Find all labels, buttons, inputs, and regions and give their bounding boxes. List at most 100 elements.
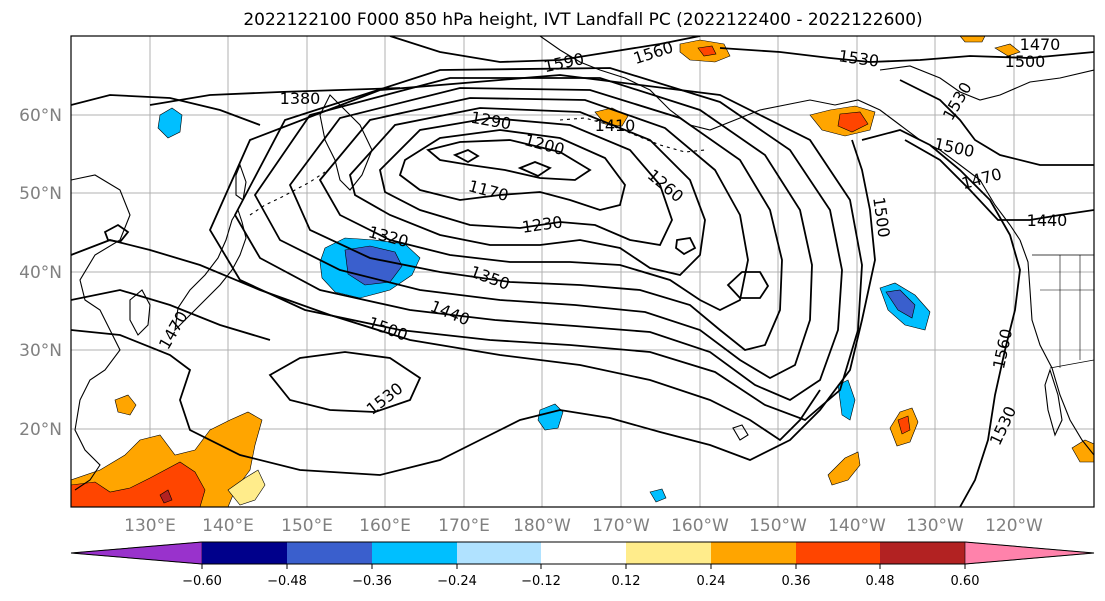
ivt-patch-mexico-hot [897, 415, 911, 435]
coastline-kamchatka [319, 94, 373, 191]
colorbar-seg-2 [287, 542, 372, 564]
colorbar-ticks [201, 564, 966, 569]
lon-label-180w: 180°W [513, 516, 571, 536]
coastline-arctic [879, 65, 1094, 101]
contour-1320 [253, 77, 813, 380]
lat-label-50n: 50°N [19, 184, 62, 204]
contour-eastern-pacific-2 [904, 139, 1094, 221]
longitude-labels: 130°E 140°E 150°E 160°E 170°E 180°W 170°… [124, 516, 1043, 536]
coastline-baja [1044, 368, 1063, 437]
colorbar-tick-label: −0.36 [352, 574, 392, 589]
lon-label-120w: 120°W [985, 516, 1043, 536]
contour-1470 [71, 289, 271, 341]
ivt-patch-asia-hot [71, 461, 206, 507]
contour-north-arc-1 [389, 36, 701, 63]
ivt-patch-hawaii-blue [837, 379, 856, 421]
colorbar-tick-label: −0.60 [182, 574, 222, 589]
latitude-labels: 60°N 50°N 40°N 30°N 20°N [19, 106, 62, 440]
contour-1500 [71, 139, 876, 476]
colorbar-tick-label: 0.60 [951, 574, 980, 589]
colorbar-seg-1 [202, 542, 287, 564]
ivt-patch-asia-yellow [227, 469, 266, 506]
colorbar: −0.60 −0.48 −0.36 −0.24 −0.12 0.12 0.24 … [70, 541, 1095, 589]
ivt-patch-120e-warm [114, 394, 137, 416]
lon-label-150e: 150°E [281, 516, 333, 536]
colorbar-tick-label: −0.12 [521, 574, 561, 589]
ivt-patch-ne-warm-2 [959, 36, 986, 43]
lat-label-20n: 20°N [19, 420, 62, 440]
contour-low-inner-1 [452, 149, 480, 164]
colorbar-seg-8 [796, 542, 880, 564]
lon-label-160w: 160°W [671, 516, 729, 536]
map-frame [70, 35, 1095, 508]
ivt-patch-asia-dark [159, 489, 173, 504]
contour-1500-north [71, 94, 261, 126]
contour-label-1410: 1410 [595, 116, 636, 135]
ivt-patch-nw-blue [157, 107, 183, 139]
contour-1380 [208, 74, 863, 422]
lon-label-170w: 170°W [592, 516, 650, 536]
colorbar-seg-0 [70, 541, 203, 565]
contour-1350 [233, 67, 843, 402]
contour-1170 [398, 129, 626, 211]
contour-small-ring-1 [726, 271, 770, 299]
colorbar-tick-label: 0.48 [866, 574, 895, 589]
colorbar-seg-4 [457, 542, 541, 564]
colorbar-seg-6 [626, 542, 711, 564]
ivt-patch-ca-medblue [885, 289, 916, 319]
border-us-states [1040, 255, 1094, 368]
contour-1290 [288, 87, 783, 351]
coastline-japan [174, 208, 247, 332]
contour-1230 [349, 107, 706, 276]
coastline-aleutians [559, 117, 706, 153]
contour-low-inner-2 [517, 161, 552, 178]
lon-label-130w: 130°W [906, 516, 964, 536]
ivt-patch-north-hot [697, 45, 717, 57]
contour-1440 [71, 239, 821, 442]
lon-label-160e: 160°E [359, 516, 411, 536]
ivt-patch-subtrop-warm [827, 451, 861, 486]
coastline-alaska [539, 36, 1021, 241]
lon-label-140w: 140°W [828, 516, 886, 536]
coastlines [71, 36, 1094, 491]
lon-label-130e: 130°E [124, 516, 176, 536]
height-contours [71, 36, 1094, 507]
contour-1380-west [149, 87, 401, 106]
contour-1530-south [268, 351, 422, 413]
map-panel: 1590 1560 1530 1470 1500 1380 1290 1410 … [70, 35, 1095, 508]
contour-small-ring-2 [675, 237, 697, 256]
contour-label-1470-north: 1470 [1020, 35, 1061, 54]
ivt-patch-ne-warm [994, 43, 1021, 57]
colorbar-seg-3 [372, 542, 457, 564]
colorbar-tick-label: 0.36 [782, 574, 811, 589]
colorbar-tick-label: 0.24 [697, 574, 726, 589]
contour-1260 [318, 97, 749, 312]
lat-label-40n: 40°N [19, 263, 62, 283]
colorbar-tick-label: −0.48 [267, 574, 307, 589]
coastline-asia [71, 174, 131, 491]
lat-label-30n: 30°N [19, 341, 62, 361]
contour-label-1440-east: 1440 [1027, 211, 1068, 230]
contour-label-1380: 1380 [280, 89, 321, 108]
contour-north-arc-2 [719, 47, 1094, 63]
border-us-mexico [1049, 359, 1094, 369]
lat-label-60n: 60°N [19, 106, 62, 126]
coastline-west-us [1019, 239, 1094, 456]
coastline-korea [129, 289, 151, 336]
lon-label-150w: 150°W [749, 516, 807, 536]
colorbar-seg-10 [964, 541, 1095, 565]
contour-small-ring-3 [103, 223, 130, 243]
coastline-sakhalin [235, 163, 247, 201]
gridlines [71, 36, 1094, 507]
contour-label-1500-north: 1500 [1005, 52, 1046, 71]
figure-title: 2022122100 F000 850 hPa height, IVT Land… [243, 10, 922, 30]
colorbar-seg-5 [541, 542, 626, 564]
lon-label-140e: 140°E [202, 516, 254, 536]
coastline-hawaii [732, 424, 749, 441]
contour-low-core [426, 139, 592, 181]
colorbar-seg-7 [711, 542, 796, 564]
contour-north-arc-3 [899, 79, 1094, 166]
colorbar-tick-label: −0.24 [437, 574, 477, 589]
ivt-patch-gulf-hot [837, 111, 869, 133]
